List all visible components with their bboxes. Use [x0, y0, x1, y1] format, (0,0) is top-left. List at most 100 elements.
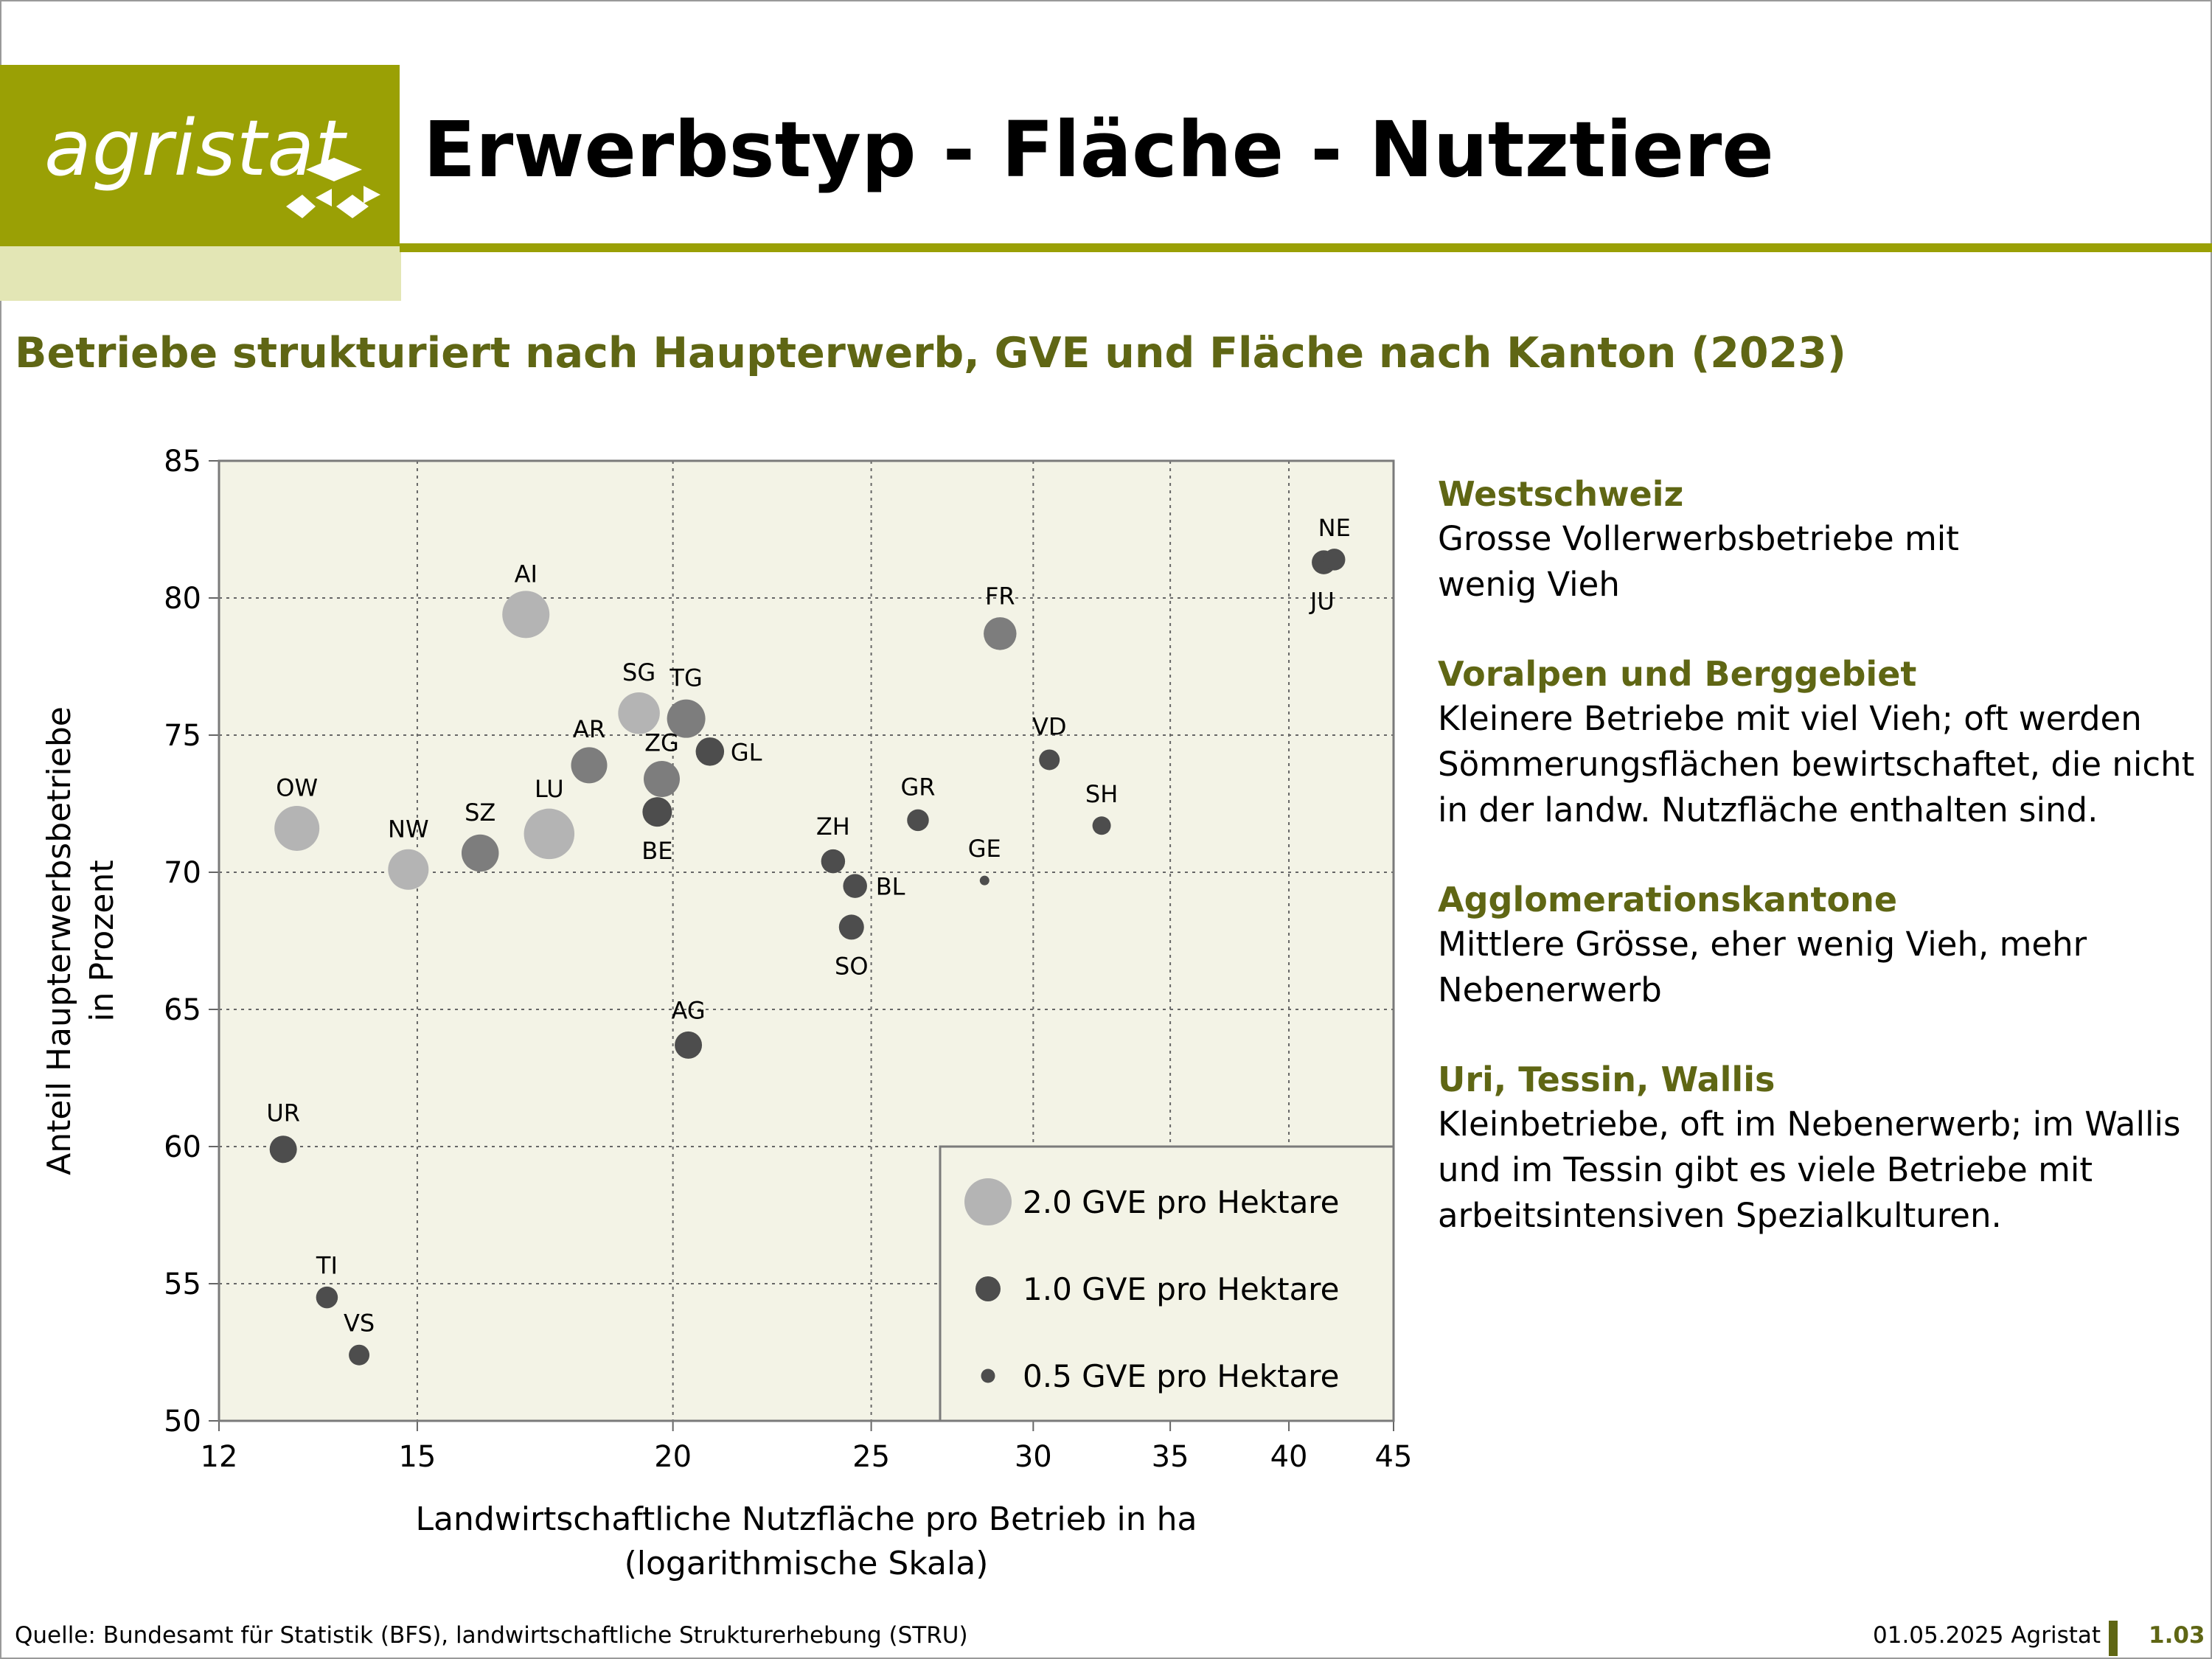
note-uri-tessin-wallis: Uri, Tessin, Wallis Kleinbetriebe, oft i…	[1438, 1057, 2205, 1239]
point-so	[838, 914, 864, 940]
point-zg	[643, 761, 680, 798]
point-label-zg: ZG	[644, 729, 679, 757]
legend-label: 0.5 GVE pro Hektare	[1023, 1358, 1340, 1394]
point-label-gl: GL	[731, 738, 762, 766]
note-text: Mittlere Grösse, eher wenig Vieh, mehr N…	[1438, 925, 2087, 1009]
header-rule	[400, 243, 2212, 252]
plot-border	[218, 459, 1395, 1422]
legend-marker	[975, 1276, 1001, 1301]
point-fr	[984, 617, 1017, 650]
y-tick-label: 80	[164, 582, 201, 616]
point-label-sh: SH	[1085, 780, 1118, 808]
point-label-ag: AG	[672, 996, 706, 1024]
point-label-fr: FR	[985, 582, 1015, 610]
x-axis-label: Landwirtschaftliche Nutzfläche pro Betri…	[415, 1500, 1197, 1538]
x-tick-label: 40	[1270, 1440, 1308, 1474]
x-tick-label: 45	[1375, 1440, 1413, 1474]
notes-panel: Westschweiz Grosse Vollerwerbsbetriebe m…	[1438, 472, 2205, 1283]
point-label-ur: UR	[266, 1099, 300, 1127]
note-text: Kleinere Betriebe mit viel Vieh; oft wer…	[1438, 699, 2195, 830]
point-label-ai: AI	[515, 560, 538, 588]
point-label-ge: GE	[968, 835, 1001, 863]
note-heading: Uri, Tessin, Wallis	[1438, 1060, 1775, 1099]
point-label-zh: ZH	[816, 813, 850, 841]
point-ow	[274, 805, 320, 851]
y-tick-label: 85	[164, 445, 201, 479]
note-voralpen: Voralpen und Berggebiet Kleinere Betrieb…	[1438, 652, 2205, 833]
legend-label: 2.0 GVE pro Hektare	[1023, 1184, 1340, 1220]
point-ag	[675, 1031, 703, 1059]
x-tick-label: 25	[852, 1440, 890, 1474]
point-label-bl: BL	[876, 873, 905, 901]
point-sz	[461, 834, 499, 872]
point-label-sz: SZ	[465, 799, 495, 827]
legend-marker	[981, 1368, 995, 1383]
point-ti	[316, 1286, 338, 1309]
note-westschweiz: Westschweiz Grosse Vollerwerbsbetriebe m…	[1438, 472, 2205, 608]
point-ur	[269, 1135, 297, 1164]
y-tick-label: 55	[164, 1267, 201, 1301]
point-label-nw: NW	[388, 815, 429, 843]
chart-subtitle: Betriebe strukturiert nach Haupterwerb, …	[15, 329, 1846, 378]
y-tick-label: 60	[164, 1130, 201, 1164]
point-label-be: BE	[641, 837, 672, 865]
legend-box	[939, 1145, 1395, 1422]
point-gl	[695, 737, 725, 766]
logo-panel	[0, 65, 400, 246]
point-label-sg: SG	[622, 658, 655, 686]
y-axis-label: Anteil Haupterwerbsbetriebe	[41, 706, 78, 1175]
note-agglomeration: Agglomerationskantone Mittlere Grösse, e…	[1438, 877, 2205, 1013]
point-vd	[1039, 749, 1060, 771]
note-text: Kleinbetriebe, oft im Nebenerwerb; im Wa…	[1438, 1105, 2181, 1235]
x-tick-label: 30	[1015, 1440, 1052, 1474]
y-axis-label: in Prozent	[83, 860, 121, 1021]
point-tg	[667, 699, 706, 738]
scatter-chart: 12 15 20 25 30 35 40 45 50 55 60 65 70 75 80 85 Landwirt…	[41, 445, 1413, 1582]
x-axis-label: (logarithmische Skala)	[625, 1545, 989, 1582]
point-vs	[349, 1344, 370, 1366]
point-gr	[907, 809, 929, 832]
y-tick-label: 65	[164, 993, 201, 1027]
point-ar	[571, 747, 608, 784]
point-label-ar: AR	[573, 715, 605, 743]
footer-page-number: 1.03	[2149, 1622, 2205, 1649]
x-tick-label: 35	[1152, 1440, 1189, 1474]
point-label-ow: OW	[276, 773, 318, 801]
point-sh	[1092, 816, 1111, 835]
point-label-ne: NE	[1318, 514, 1351, 542]
point-be	[642, 797, 672, 827]
point-label-ti: TI	[316, 1252, 338, 1280]
point-label-so: SO	[835, 952, 869, 980]
x-tick-label: 15	[398, 1440, 436, 1474]
footer-source: Quelle: Bundesamt für Statistik (BFS), l…	[15, 1622, 968, 1649]
note-text: Grosse Vollerwerbsbetriebe mit wenig Vie…	[1438, 519, 1959, 604]
point-ge	[979, 875, 990, 886]
logo-diamond-icon	[286, 158, 380, 218]
legend-marker	[964, 1178, 1012, 1225]
point-ne	[1323, 549, 1346, 571]
point-label-tg: TG	[669, 664, 702, 692]
x-tick-label: 20	[654, 1440, 692, 1474]
note-heading: Agglomerationskantone	[1438, 880, 1898, 919]
point-bl	[843, 874, 867, 898]
legend-label: 1.0 GVE pro Hektare	[1023, 1271, 1340, 1307]
point-zh	[821, 849, 846, 874]
y-tick-label: 50	[164, 1405, 201, 1439]
footer-date: 01.05.2025 Agristat	[1873, 1622, 2101, 1649]
logo-underline-panel	[0, 246, 401, 301]
point-nw	[388, 849, 429, 890]
point-ai	[502, 591, 550, 639]
point-label-ju: JU	[1309, 588, 1335, 616]
page-title: Erwerbstyp - Fläche - Nutztiere	[423, 105, 1774, 195]
note-heading: Westschweiz	[1438, 474, 1684, 514]
y-tick-label: 75	[164, 719, 201, 753]
x-tick-label: 12	[201, 1440, 238, 1474]
point-label-lu: LU	[535, 775, 564, 803]
agristat-logo: agristat	[44, 103, 346, 193]
point-label-vs: VS	[344, 1310, 375, 1338]
point-label-vd: VD	[1032, 712, 1067, 740]
point-label-gr: GR	[900, 773, 935, 801]
note-heading: Voralpen und Berggebiet	[1438, 654, 1917, 694]
point-lu	[524, 808, 575, 860]
